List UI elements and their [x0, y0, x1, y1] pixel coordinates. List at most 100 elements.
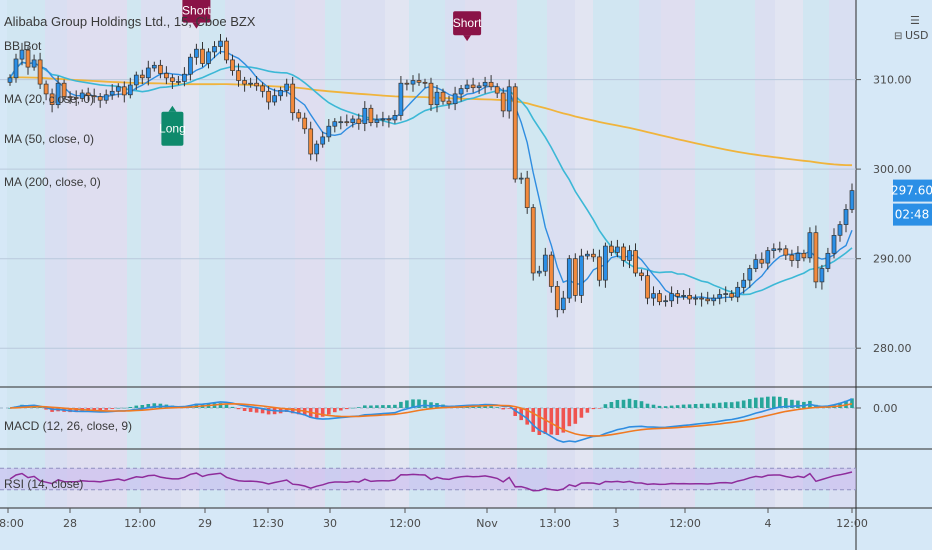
candle-body: [639, 272, 644, 277]
macd-tick-label: 0.00: [873, 402, 898, 415]
macd-histogram-bar: [663, 406, 668, 408]
candle-body: [290, 83, 296, 114]
macd-histogram-bar: [230, 406, 235, 408]
macd-histogram-bar: [537, 408, 542, 435]
candle-body: [795, 252, 801, 261]
candle-body: [272, 95, 277, 103]
candle-body: [771, 248, 777, 251]
session-band: [341, 0, 385, 508]
candle-body: [536, 270, 542, 274]
candle-body: [308, 128, 314, 155]
candle-body: [759, 259, 765, 264]
candle-body: [230, 59, 235, 71]
candle-body: [603, 245, 608, 281]
macd-histogram-bar: [224, 404, 229, 408]
macd-histogram-bar: [573, 408, 578, 424]
candle-body: [687, 295, 692, 300]
ma200-label: MA (200, close, 0): [4, 175, 101, 189]
macd-histogram-bar: [543, 408, 548, 434]
candle-body: [554, 286, 560, 311]
long-signal-marker: [161, 111, 184, 146]
macd-histogram-bar: [784, 398, 788, 408]
candle-body: [530, 207, 536, 274]
macd-histogram-bar: [657, 405, 662, 408]
candle-body: [206, 51, 211, 64]
candle-body: [819, 268, 825, 283]
candle-body: [675, 293, 680, 297]
macd-histogram-bar: [423, 399, 427, 408]
candle-body: [200, 48, 205, 64]
candle-body: [133, 74, 139, 86]
session-band: [127, 0, 141, 508]
candle-body: [699, 297, 704, 300]
macd-histogram-bar: [387, 405, 391, 408]
session-band: [225, 0, 295, 508]
macd-histogram-bar: [850, 398, 854, 408]
macd-histogram-bar: [351, 407, 355, 409]
candle-body: [747, 268, 753, 281]
ma50-label: MA (50, close, 0): [4, 132, 94, 146]
candle-body: [585, 253, 590, 257]
session-band: [295, 0, 325, 508]
long-signal-label: Long: [159, 122, 186, 136]
macd-histogram-bar: [633, 400, 638, 408]
candle-body: [392, 115, 398, 121]
candle-body: [37, 59, 43, 85]
macd-histogram-bar: [218, 403, 223, 408]
candle-body: [326, 125, 332, 138]
session-band: [755, 0, 775, 508]
macd-histogram-bar: [639, 401, 644, 408]
candle-body: [765, 250, 771, 264]
short-signal-pointer: [192, 22, 201, 29]
candle-body: [705, 298, 711, 302]
ma20-label: MA (20, close, 0): [4, 92, 94, 106]
macd-histogram-bar: [140, 405, 145, 408]
macd-histogram-bar: [790, 399, 794, 408]
candle-body: [248, 82, 253, 85]
price-tick-label: 310.00: [873, 74, 912, 87]
candle-body: [434, 91, 440, 106]
candle-body: [386, 118, 392, 121]
candle-body: [849, 190, 855, 210]
candle-body: [560, 297, 566, 311]
session-band: [385, 0, 409, 508]
time-tick-label: 4: [765, 517, 772, 530]
macd-histogram-bar: [381, 405, 385, 408]
macd-histogram-bar: [74, 408, 78, 413]
macd-histogram-bar: [333, 408, 337, 413]
macd-histogram-bar: [363, 405, 367, 408]
macd-histogram-bar: [525, 408, 529, 425]
candle-body: [735, 286, 741, 298]
candle-body: [488, 81, 494, 88]
macd-histogram-bar: [741, 400, 746, 408]
macd-histogram-bar: [531, 408, 535, 432]
candle-body: [789, 254, 795, 261]
candle-body: [31, 59, 37, 68]
candle-body: [566, 258, 572, 299]
candle-body: [151, 64, 157, 69]
short-signal-label: Short: [182, 4, 211, 18]
candle-body: [224, 40, 229, 61]
macd-histogram-bar: [38, 407, 42, 408]
macd-histogram-bar: [669, 405, 674, 408]
macd-histogram-bar: [729, 402, 734, 408]
currency-label: USD: [905, 29, 929, 42]
candle-body: [85, 92, 91, 97]
macd-histogram-bar: [417, 399, 421, 408]
session-band: [199, 0, 225, 508]
candle-body: [440, 91, 446, 102]
price-axis-background: [856, 0, 932, 550]
macd-histogram-bar: [597, 408, 602, 409]
candle-body: [741, 279, 747, 288]
candle-body: [49, 93, 55, 105]
candle-body: [212, 46, 217, 53]
macd-histogram-bar: [116, 407, 121, 409]
candle-body: [284, 83, 290, 91]
macd-histogram-bar: [555, 408, 560, 435]
candle-body: [422, 81, 428, 84]
macd-histogram-bar: [92, 408, 96, 411]
candle-body: [711, 297, 717, 302]
macd-histogram-bar: [98, 408, 102, 411]
candle-body: [548, 254, 554, 287]
